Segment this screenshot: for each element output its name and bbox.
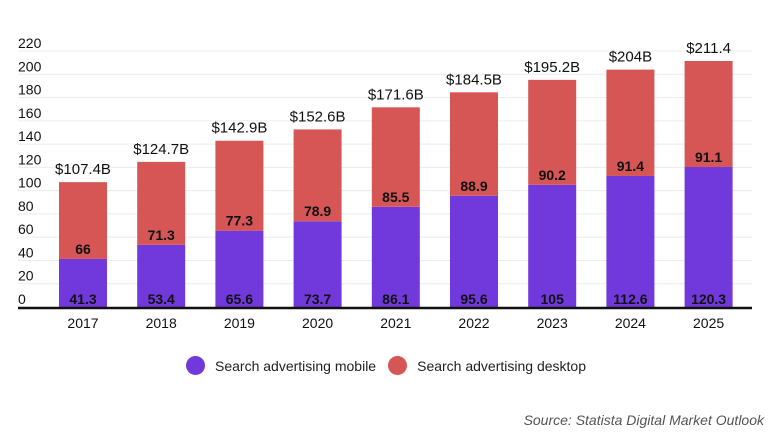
stacked-bar-chart: 0 20 40 60 80 100 120 140 160 180 200 220 41.3 66 $10… <box>18 35 752 331</box>
x-axis: 2017 2018 2019 2020 2021 2022 2023 2024 2025 <box>67 315 724 331</box>
total-label: $171.6B <box>368 86 424 103</box>
y-tick-label: 60 <box>18 221 34 237</box>
data-label-desktop: 85.5 <box>382 189 409 205</box>
x-tick-label: 2021 <box>380 315 411 331</box>
data-label-mobile: 105 <box>541 291 565 307</box>
bar-segment-mobile <box>59 258 107 307</box>
total-label: $142.9B <box>211 120 267 137</box>
bar-segment-mobile <box>293 221 342 307</box>
bar-segment-mobile <box>215 230 264 307</box>
y-tick-label: 220 <box>18 35 42 51</box>
data-label-desktop: 78.9 <box>304 203 331 219</box>
y-tick-label: 120 <box>18 151 42 167</box>
data-label-desktop: 88.9 <box>460 178 487 194</box>
legend-swatch-desktop <box>388 356 408 375</box>
total-label: $124.7B <box>133 141 189 158</box>
bar-segment-desktop <box>606 69 655 176</box>
total-label: $184.5B <box>446 71 502 88</box>
y-axis: 0 20 40 60 80 100 120 140 160 180 200 220 <box>18 35 42 307</box>
bar-segment-mobile <box>528 184 577 307</box>
bar-segment-mobile <box>137 244 186 307</box>
data-label-desktop: 91.4 <box>617 158 644 174</box>
y-tick-label: 80 <box>18 198 34 214</box>
x-tick-label: 2024 <box>615 315 646 331</box>
total-label: $152.6B <box>290 108 346 125</box>
bar-segment-desktop <box>371 107 420 207</box>
data-label-mobile: 53.4 <box>148 291 175 307</box>
bar-segment-mobile <box>450 195 498 307</box>
bars: 41.3 66 $107.4B 53.4 71.3 $124.7B 65.6 77.3 $142… <box>55 40 733 307</box>
data-label-mobile: 41.3 <box>69 291 96 307</box>
total-label: $211.4 <box>686 40 731 57</box>
legend-item-mobile[interactable]: Search advertising mobile <box>186 356 376 375</box>
data-label-desktop: 66 <box>75 241 91 257</box>
data-label-mobile: 112.6 <box>613 291 647 307</box>
data-label-mobile: 95.6 <box>460 291 487 307</box>
legend-swatch-mobile <box>186 356 206 375</box>
total-label: $107.4B <box>55 161 111 178</box>
y-tick-label: 140 <box>18 128 42 144</box>
bar-segment-desktop <box>59 182 107 259</box>
legend-item-desktop[interactable]: Search advertising desktop <box>388 356 586 375</box>
data-label-mobile: 120.3 <box>691 291 726 307</box>
bar-segment-desktop <box>293 129 342 222</box>
y-tick-label: 40 <box>18 244 34 260</box>
x-tick-label: 2018 <box>146 315 177 331</box>
data-label-mobile: 65.6 <box>226 291 253 307</box>
data-label-desktop: 90.2 <box>539 167 566 183</box>
legend-label-desktop: Search advertising desktop <box>417 357 586 374</box>
y-tick-label: 0 <box>18 291 26 307</box>
y-tick-label: 180 <box>18 82 42 98</box>
bar-segment-desktop <box>684 61 733 168</box>
y-tick-label: 20 <box>18 268 34 284</box>
total-label: $204B <box>609 49 652 66</box>
legend-label-mobile: Search advertising mobile <box>215 357 377 374</box>
bar-segment-desktop <box>528 79 577 185</box>
x-tick-label: 2017 <box>67 315 98 331</box>
x-tick-label: 2022 <box>458 315 489 331</box>
bar-segment-mobile <box>684 167 733 307</box>
y-tick-label: 100 <box>18 175 42 191</box>
legend: Search advertising mobile Search adverti… <box>0 356 772 375</box>
x-tick-label: 2023 <box>537 315 568 331</box>
x-tick-label: 2020 <box>302 315 333 331</box>
source-note: Source: Statista Digital Market Outlook <box>523 412 764 428</box>
data-label-mobile: 73.7 <box>304 291 331 307</box>
bar-segment-desktop <box>137 161 186 245</box>
total-label: $195.2B <box>524 59 580 76</box>
y-tick-label: 160 <box>18 105 42 121</box>
x-tick-label: 2025 <box>693 315 724 331</box>
data-label-desktop: 91.1 <box>695 149 722 165</box>
bar-segment-mobile <box>371 206 420 307</box>
data-label-mobile: 86.1 <box>382 291 409 307</box>
y-tick-label: 200 <box>18 58 42 74</box>
data-label-desktop: 71.3 <box>148 227 175 243</box>
x-tick-label: 2019 <box>224 315 255 331</box>
data-label-desktop: 77.3 <box>226 213 253 229</box>
bar-segment-desktop <box>215 140 264 231</box>
bar-segment-mobile <box>606 175 655 307</box>
bar-segment-desktop <box>450 92 498 196</box>
